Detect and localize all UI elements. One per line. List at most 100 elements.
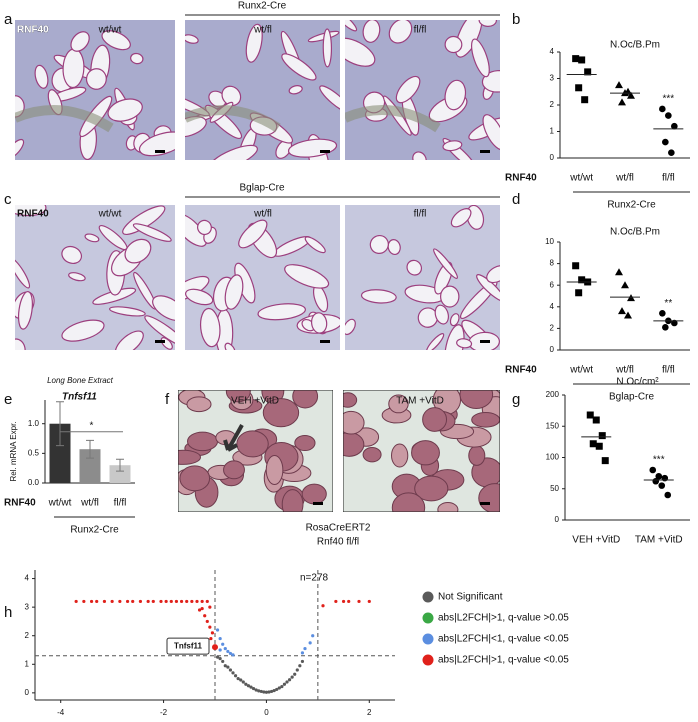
point <box>662 324 669 331</box>
point <box>226 649 230 654</box>
cell <box>236 430 269 458</box>
x-tick-label: -4 <box>57 708 65 717</box>
bone-space <box>197 219 212 236</box>
point <box>74 599 78 604</box>
y-tick-label: 3 <box>25 602 30 611</box>
bone-space <box>185 34 199 44</box>
micrograph <box>15 20 175 160</box>
bone-space <box>417 307 439 328</box>
y-tick-label: 2 <box>25 631 30 640</box>
bone-space <box>185 288 214 306</box>
bone-space <box>456 338 473 349</box>
micrograph <box>343 390 500 512</box>
point <box>664 491 672 499</box>
panel-letter: e <box>4 391 12 408</box>
image-label: TAM +VitD <box>396 396 444 407</box>
point <box>575 84 583 92</box>
scale-bar <box>320 340 330 343</box>
bone-space <box>114 330 144 350</box>
chart-title: N.Oc/cm² <box>616 377 659 388</box>
point <box>200 599 204 604</box>
panel-letter: g <box>512 391 520 408</box>
chart-title: N.Oc/B.Pm <box>610 227 660 238</box>
image-label: wt/wt <box>98 209 122 220</box>
point <box>287 678 292 682</box>
point <box>244 682 248 686</box>
point <box>259 689 263 694</box>
point <box>598 432 606 440</box>
x-tick-label: wt/fl <box>615 365 634 376</box>
x-tick-label: wt/wt <box>569 365 593 376</box>
y-tick-label: 8 <box>550 259 555 268</box>
micrograph <box>185 20 340 160</box>
bone-space <box>434 304 450 325</box>
bone-space <box>388 20 413 44</box>
bone-space <box>34 64 49 89</box>
bone-space <box>387 239 401 256</box>
point <box>254 688 258 692</box>
bone-space <box>433 248 458 279</box>
bar <box>79 449 101 483</box>
point <box>179 599 184 604</box>
point <box>169 599 173 604</box>
scale-bar <box>480 150 490 153</box>
point <box>277 686 281 690</box>
row-label: RNF40 <box>505 365 537 376</box>
panel-letter: a <box>4 11 13 28</box>
cell <box>281 489 304 512</box>
bone-space <box>124 238 152 264</box>
bone-space <box>395 75 421 104</box>
point <box>262 690 266 694</box>
marrow <box>185 105 281 133</box>
micrograph <box>345 20 500 160</box>
bone-space <box>319 85 340 113</box>
point <box>241 680 245 684</box>
bone-space <box>70 31 90 52</box>
bone-space <box>224 342 236 350</box>
cell <box>471 412 500 428</box>
bone-space <box>345 318 356 336</box>
cell <box>437 502 459 512</box>
bone-space <box>101 30 131 51</box>
point <box>589 440 597 448</box>
cell <box>388 394 409 414</box>
legend-label: abs|L2FCH|<1, q-value <0.05 <box>438 634 569 645</box>
y-tick-label: 50 <box>550 484 559 493</box>
point <box>282 682 287 686</box>
image-label: fl/fl <box>414 25 427 36</box>
y-tick-label: 1 <box>550 127 555 136</box>
point <box>236 676 240 681</box>
point <box>231 671 235 675</box>
point <box>223 664 227 668</box>
point <box>658 482 666 489</box>
bone-space <box>15 338 26 350</box>
caption: Rnf40 fl/fl <box>317 537 359 548</box>
point <box>231 653 235 657</box>
point <box>659 309 666 317</box>
x-tick-label: wt/wt <box>569 173 593 184</box>
y-tick-label: 100 <box>546 453 560 462</box>
legend-marker <box>422 591 434 603</box>
point <box>595 442 603 450</box>
bone-space <box>360 289 397 304</box>
cell <box>391 443 409 468</box>
point <box>618 98 626 106</box>
point <box>655 472 663 480</box>
bone-space <box>478 20 497 27</box>
point <box>208 625 212 629</box>
bone-space <box>362 20 381 43</box>
point <box>218 648 222 652</box>
bone-space <box>138 131 175 157</box>
cell <box>343 392 358 408</box>
cell <box>411 440 440 466</box>
point <box>592 416 600 424</box>
bone-space <box>245 23 263 63</box>
bone-space <box>144 315 175 347</box>
y-tick-label: 1 <box>25 659 30 668</box>
x-tick-label: TAM +VitD <box>635 535 683 546</box>
legend-marker <box>422 654 434 666</box>
bone-space <box>281 53 317 81</box>
legend-label: abs|L2FCH|>1, q-value >0.05 <box>438 613 569 624</box>
panel-letter: h <box>4 604 12 621</box>
